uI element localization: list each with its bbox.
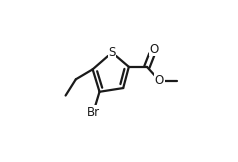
Text: S: S <box>108 46 116 59</box>
Text: O: O <box>155 74 164 87</box>
Text: O: O <box>149 43 159 56</box>
Text: Br: Br <box>87 106 100 119</box>
